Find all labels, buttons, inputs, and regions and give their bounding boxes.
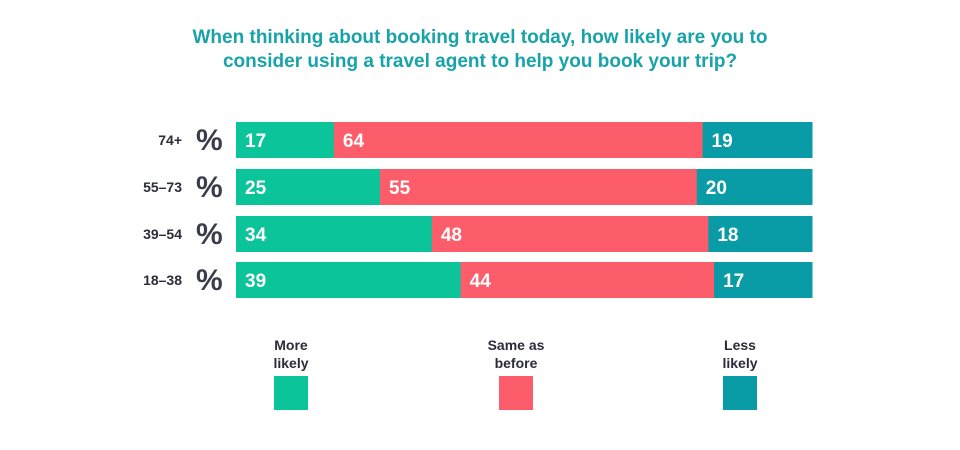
percent-symbol: % xyxy=(196,218,223,251)
value-label-more-likely-74: 17 xyxy=(245,131,266,152)
value-label-same-as-before-74: 64 xyxy=(343,131,365,152)
chart-title: When thinking about booking travel today… xyxy=(0,26,960,74)
bar-less-likely-39-54 xyxy=(708,216,813,252)
bar-more-likely-74 xyxy=(236,122,335,158)
bar-same-as-before-55-73 xyxy=(380,169,698,205)
legend-label-more-likely: More likely xyxy=(273,337,309,371)
bar-more-likely-55-73 xyxy=(236,169,381,205)
percent-symbol: % xyxy=(196,264,223,297)
legend-item-more-likely: More likely xyxy=(231,336,351,410)
bar-more-likely-18-38 xyxy=(236,262,462,298)
legend-swatch-same-as-before xyxy=(499,376,533,410)
value-label-more-likely-18-38: 39 xyxy=(245,271,266,292)
bar-same-as-before-18-38 xyxy=(460,262,715,298)
stacked-bar-chart: 74+% 17 64 19 55–73% 25 55 20 39–54% 34 48 18 18–38%… xyxy=(143,122,813,298)
row-label-39-54: 39–54 xyxy=(143,226,182,242)
value-label-less-likely-74: 19 xyxy=(712,131,733,152)
value-label-less-likely-18-38: 17 xyxy=(723,271,744,292)
bar-less-likely-74 xyxy=(702,122,813,158)
value-label-more-likely-55-73: 25 xyxy=(245,178,267,199)
value-label-same-as-before-18-38: 44 xyxy=(470,271,492,292)
legend-swatch-less-likely xyxy=(723,376,757,410)
row-label-55-73: 55–73 xyxy=(143,179,182,195)
chart-title-line-2: consider using a travel agent to help yo… xyxy=(222,51,738,72)
bar-less-likely-18-38 xyxy=(714,262,813,298)
legend-item-less-likely: Less likely xyxy=(680,336,800,410)
value-label-less-likely-55-73: 20 xyxy=(706,178,727,199)
bar-same-as-before-74 xyxy=(333,122,704,158)
value-label-same-as-before-55-73: 55 xyxy=(389,178,411,199)
legend-label-less-likely: Less likely xyxy=(722,337,758,371)
percent-symbol: % xyxy=(196,171,223,204)
value-label-same-as-before-39-54: 48 xyxy=(441,225,462,246)
row-label-18-38: 18–38 xyxy=(143,272,182,288)
value-label-more-likely-39-54: 34 xyxy=(245,225,267,246)
row-label-74: 74+ xyxy=(158,132,182,148)
chart-title-line-1: When thinking about booking travel today… xyxy=(192,27,768,48)
percent-symbol: % xyxy=(196,124,223,157)
bar-same-as-before-39-54 xyxy=(431,216,709,252)
legend-label-same-as-before: Same as before xyxy=(487,337,545,371)
legend-item-same-as-before: Same as before xyxy=(456,336,576,410)
value-label-less-likely-39-54: 18 xyxy=(717,225,738,246)
bar-more-likely-39-54 xyxy=(236,216,433,252)
legend-swatch-more-likely xyxy=(274,376,308,410)
bar-less-likely-55-73 xyxy=(696,169,813,205)
